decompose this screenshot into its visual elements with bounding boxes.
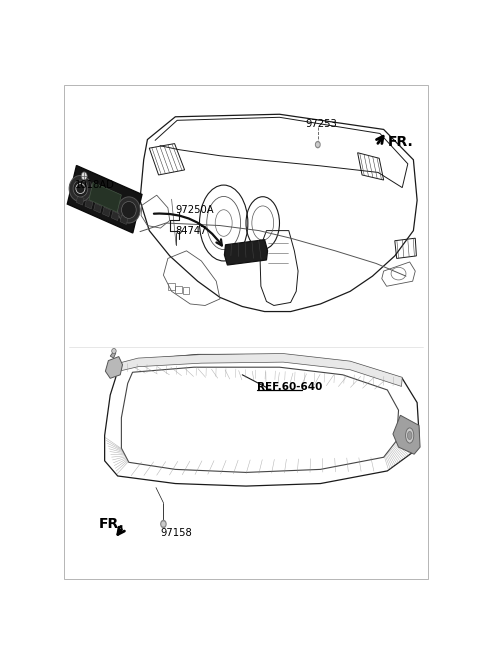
Polygon shape <box>102 207 110 217</box>
Ellipse shape <box>406 428 414 443</box>
Polygon shape <box>89 183 121 212</box>
Polygon shape <box>67 166 142 233</box>
Text: 97158: 97158 <box>160 528 192 537</box>
Polygon shape <box>111 211 119 221</box>
Bar <box>183 287 190 294</box>
Polygon shape <box>106 357 122 378</box>
Bar <box>168 283 175 290</box>
Circle shape <box>161 520 166 528</box>
Ellipse shape <box>408 432 412 440</box>
Text: FR.: FR. <box>99 517 125 531</box>
Ellipse shape <box>73 180 88 197</box>
Ellipse shape <box>118 197 140 223</box>
Text: 97250A: 97250A <box>175 206 214 215</box>
Polygon shape <box>85 200 93 209</box>
Ellipse shape <box>69 175 92 202</box>
Polygon shape <box>119 353 402 386</box>
Text: REF.60-640: REF.60-640 <box>257 382 323 392</box>
Circle shape <box>81 172 87 180</box>
Ellipse shape <box>121 202 136 218</box>
Circle shape <box>162 522 165 526</box>
Polygon shape <box>94 203 102 213</box>
Polygon shape <box>110 351 116 358</box>
Polygon shape <box>76 196 84 205</box>
Text: 97253: 97253 <box>305 120 337 129</box>
Ellipse shape <box>112 348 116 353</box>
Polygon shape <box>120 215 128 225</box>
Polygon shape <box>393 415 420 454</box>
Text: 1018AD: 1018AD <box>75 180 115 190</box>
Text: 84747: 84747 <box>175 225 207 236</box>
Text: FR.: FR. <box>387 135 413 149</box>
Circle shape <box>317 143 319 147</box>
Polygon shape <box>225 240 267 265</box>
Bar <box>175 286 182 293</box>
Circle shape <box>315 141 320 148</box>
